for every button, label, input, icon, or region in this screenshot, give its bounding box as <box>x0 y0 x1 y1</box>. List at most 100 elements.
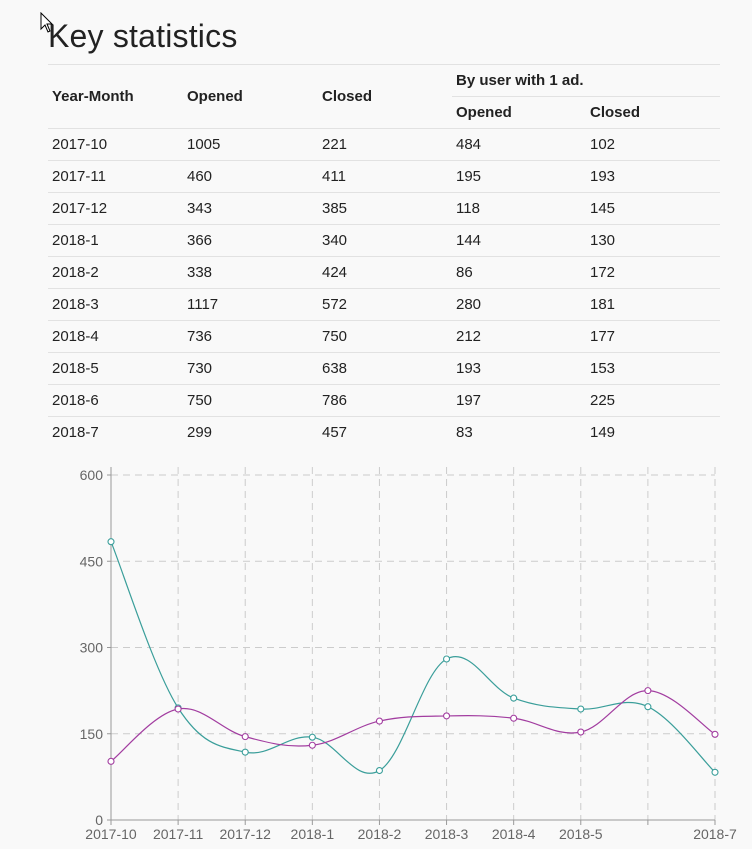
series-1-point <box>443 655 451 663</box>
cell-closed: 457 <box>318 416 452 448</box>
table-row: 2018-4 736 750 212 177 <box>48 320 721 353</box>
series-2-point <box>510 714 518 722</box>
table-row: 2018-2 338 424 86 172 <box>48 256 721 289</box>
header-closed: Closed <box>318 64 452 129</box>
series-2-point <box>174 705 182 713</box>
series-1-point <box>510 694 518 702</box>
cell-user-closed: 102 <box>586 128 721 161</box>
cell-opened: 750 <box>183 384 318 417</box>
cell-closed: 424 <box>318 256 452 289</box>
cell-opened: 343 <box>183 192 318 225</box>
cell-user-opened: 484 <box>452 128 586 161</box>
table-row: 2018-6 750 786 197 225 <box>48 384 721 417</box>
series-1-point <box>577 705 585 713</box>
cell-user-opened: 195 <box>452 160 586 193</box>
x-tick-label: 2018-2 <box>358 826 402 842</box>
header-user-opened: Opened <box>452 96 586 129</box>
cell-user-closed: 130 <box>586 224 721 257</box>
cell-opened: 366 <box>183 224 318 257</box>
y-tick-label: 150 <box>80 726 104 742</box>
cell-user-closed: 177 <box>586 320 721 353</box>
header-user-closed: Closed <box>586 96 721 129</box>
x-tick-label: 2018-4 <box>492 826 536 842</box>
y-tick-label: 450 <box>80 553 104 569</box>
x-tick-label: 2018-1 <box>291 826 335 842</box>
table-body: 2017-10 1005 221 484 102 2017-11 460 411 195 193 2… <box>48 128 721 448</box>
series-1-point <box>107 538 115 546</box>
x-tick-label: 2018-5 <box>559 826 603 842</box>
table-row: 2017-11 460 411 195 193 <box>48 160 721 193</box>
x-tick-label: 2018-7 <box>693 826 737 842</box>
cell-closed: 385 <box>318 192 452 225</box>
cell-user-opened: 118 <box>452 192 586 225</box>
cell-year-month: 2018-4 <box>48 320 183 353</box>
cell-closed: 786 <box>318 384 452 417</box>
table-row: 2017-12 343 385 118 145 <box>48 192 721 225</box>
cell-user-opened: 144 <box>452 224 586 257</box>
series-2-point <box>375 717 383 725</box>
key-statistics-table: Year-Month Opened Closed By user with 1 … <box>48 64 721 448</box>
cell-year-month: 2017-10 <box>48 128 183 161</box>
cell-closed: 411 <box>318 160 452 193</box>
statistics-line-chart: 0 150 300 450 600 2017-10 2017-11 2017-12 2018-1… <box>80 467 737 842</box>
series-1-point <box>241 748 249 756</box>
cell-user-opened: 212 <box>452 320 586 353</box>
cell-user-closed: 149 <box>586 416 721 448</box>
cell-user-closed: 225 <box>586 384 721 417</box>
series-2-point <box>308 741 316 749</box>
y-tick-label: 0 <box>95 812 103 828</box>
y-tick-label: 300 <box>80 640 104 656</box>
series-2-point <box>241 733 249 741</box>
series-1-point <box>375 766 383 775</box>
cell-closed: 340 <box>318 224 452 257</box>
series-1-point <box>711 768 719 776</box>
table-row: 2017-10 1005 221 484 102 <box>48 128 721 161</box>
cell-user-closed: 172 <box>586 256 721 289</box>
table-row: 2018-7 299 457 83 149 <box>48 416 721 448</box>
cell-user-closed: 193 <box>586 160 721 193</box>
series-2-point <box>644 687 652 695</box>
cell-closed: 750 <box>318 320 452 353</box>
header-by-user-group: By user with 1 ad. <box>452 64 721 97</box>
table-row: 2018-1 366 340 144 130 <box>48 224 721 257</box>
cell-opened: 730 <box>183 352 318 385</box>
series-2-point <box>577 728 585 736</box>
cell-opened: 299 <box>183 416 318 448</box>
series-line-2 <box>110 690 716 762</box>
series-2-point <box>107 757 115 765</box>
x-tick-label: 2017-10 <box>85 826 137 842</box>
cell-user-opened: 86 <box>452 256 586 289</box>
cell-year-month: 2017-12 <box>48 192 183 225</box>
cell-year-month: 2018-6 <box>48 384 183 417</box>
cell-user-closed: 145 <box>586 192 721 225</box>
cell-closed: 221 <box>318 128 452 161</box>
header-opened: Opened <box>183 64 318 129</box>
table-row: 2018-3 1117 572 280 181 <box>48 288 721 321</box>
cell-year-month: 2018-5 <box>48 352 183 385</box>
cell-opened: 736 <box>183 320 318 353</box>
series-line-1 <box>110 541 716 774</box>
x-tick-label: 2017-12 <box>220 826 272 842</box>
cell-opened: 1005 <box>183 128 318 161</box>
cell-year-month: 2018-7 <box>48 416 183 448</box>
series-1-point <box>308 733 316 741</box>
x-tick-label: 2018-3 <box>425 826 469 842</box>
cell-user-opened: 280 <box>452 288 586 321</box>
cell-year-month: 2017-11 <box>48 160 183 193</box>
cell-opened: 338 <box>183 256 318 289</box>
cell-closed: 572 <box>318 288 452 321</box>
cell-user-closed: 181 <box>586 288 721 321</box>
cell-year-month: 2018-3 <box>48 288 183 321</box>
y-tick-label: 600 <box>80 467 104 483</box>
series-2-point <box>443 712 451 720</box>
cell-user-opened: 193 <box>452 352 586 385</box>
table-row: 2018-5 730 638 193 153 <box>48 352 721 385</box>
series-2-point <box>711 730 719 738</box>
x-tick-label: 2017-11 <box>153 826 204 842</box>
cell-user-opened: 197 <box>452 384 586 417</box>
series-1-point <box>644 703 652 711</box>
cell-closed: 638 <box>318 352 452 385</box>
cell-user-closed: 153 <box>586 352 721 385</box>
mouse-cursor-icon <box>40 12 54 33</box>
cell-year-month: 2018-2 <box>48 256 183 289</box>
